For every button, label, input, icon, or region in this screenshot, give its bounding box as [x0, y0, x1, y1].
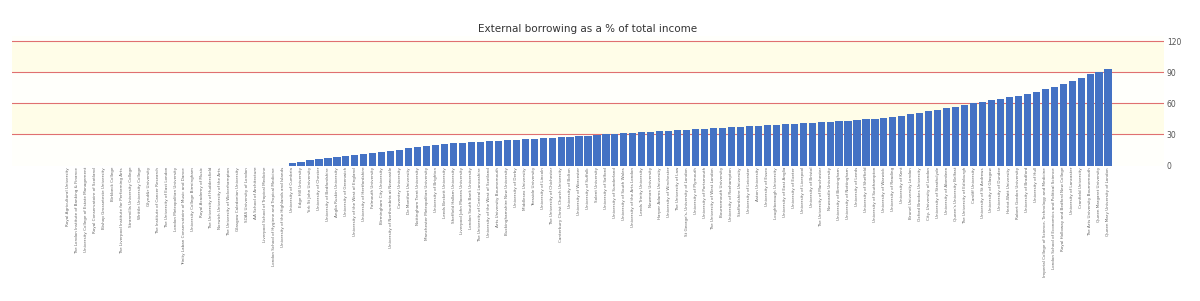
Bar — [584, 135, 592, 166]
Bar — [934, 110, 941, 166]
Bar — [970, 104, 977, 166]
Bar — [360, 154, 367, 166]
Bar — [889, 117, 896, 166]
Bar — [1078, 78, 1085, 166]
Bar — [342, 156, 349, 166]
Bar — [1068, 81, 1075, 166]
Bar — [746, 126, 752, 166]
Bar — [396, 150, 403, 166]
Bar — [530, 139, 538, 166]
Bar — [378, 152, 385, 166]
Bar — [817, 122, 824, 166]
Bar — [611, 134, 618, 166]
Bar — [324, 158, 331, 166]
Bar — [728, 127, 736, 166]
Bar — [1015, 96, 1022, 166]
Bar — [710, 128, 718, 166]
Bar — [916, 113, 923, 166]
Bar — [298, 162, 305, 166]
Bar — [692, 129, 700, 166]
Bar — [853, 120, 860, 166]
Bar — [566, 137, 574, 166]
Bar — [540, 138, 547, 166]
Bar — [763, 125, 770, 166]
Bar — [961, 105, 968, 166]
Bar — [414, 147, 421, 166]
Bar — [1104, 69, 1111, 166]
Bar — [1086, 74, 1093, 166]
Bar — [1096, 72, 1103, 166]
Bar — [512, 140, 520, 166]
Bar — [558, 137, 565, 166]
Bar — [388, 150, 395, 166]
Bar — [602, 135, 610, 166]
Bar — [845, 120, 852, 166]
Bar — [468, 142, 475, 166]
Bar — [1006, 97, 1013, 166]
Bar — [486, 141, 493, 166]
Bar — [494, 141, 502, 166]
Bar — [781, 124, 788, 166]
Bar — [719, 128, 726, 166]
Bar — [701, 129, 708, 166]
Bar — [881, 118, 888, 166]
Bar — [737, 127, 744, 166]
Bar — [12, 72, 1164, 104]
Bar — [863, 119, 870, 166]
Bar — [370, 153, 377, 166]
Bar — [476, 142, 484, 166]
Bar — [907, 114, 914, 166]
Bar — [899, 116, 906, 166]
Bar — [979, 102, 986, 166]
Bar — [799, 123, 806, 166]
Bar — [406, 148, 413, 166]
Bar — [450, 143, 457, 166]
Bar — [835, 121, 842, 166]
Bar — [1042, 89, 1049, 166]
Bar — [576, 136, 583, 166]
Bar — [683, 130, 690, 166]
Bar — [809, 123, 816, 166]
Bar — [548, 138, 556, 166]
Bar — [334, 157, 341, 166]
Bar — [943, 108, 950, 166]
Bar — [504, 140, 511, 166]
Bar — [827, 122, 834, 166]
Bar — [773, 125, 780, 166]
Bar — [522, 139, 529, 166]
Bar — [352, 155, 359, 166]
Bar — [629, 133, 636, 166]
Bar — [674, 130, 682, 166]
Bar — [755, 126, 762, 166]
Bar — [1024, 94, 1031, 166]
Bar — [432, 145, 439, 166]
Bar — [925, 111, 932, 166]
Bar — [988, 100, 995, 166]
Bar — [316, 159, 323, 166]
Bar — [1051, 87, 1058, 166]
Bar — [12, 104, 1164, 135]
Bar — [306, 160, 313, 166]
Bar — [593, 135, 600, 166]
Bar — [791, 124, 798, 166]
Title: External borrowing as a % of total income: External borrowing as a % of total incom… — [479, 24, 697, 34]
Bar — [997, 99, 1004, 166]
Bar — [620, 133, 628, 166]
Bar — [952, 107, 959, 166]
Bar — [458, 143, 466, 166]
Bar — [871, 119, 878, 166]
Bar — [12, 41, 1164, 72]
Bar — [12, 135, 1164, 166]
Bar — [440, 144, 448, 166]
Bar — [1033, 92, 1040, 166]
Bar — [424, 146, 430, 166]
Bar — [656, 131, 664, 166]
Bar — [1060, 84, 1067, 166]
Bar — [638, 132, 646, 166]
Bar — [12, 36, 1164, 41]
Bar — [647, 132, 654, 166]
Bar — [288, 163, 295, 166]
Bar — [665, 131, 672, 166]
